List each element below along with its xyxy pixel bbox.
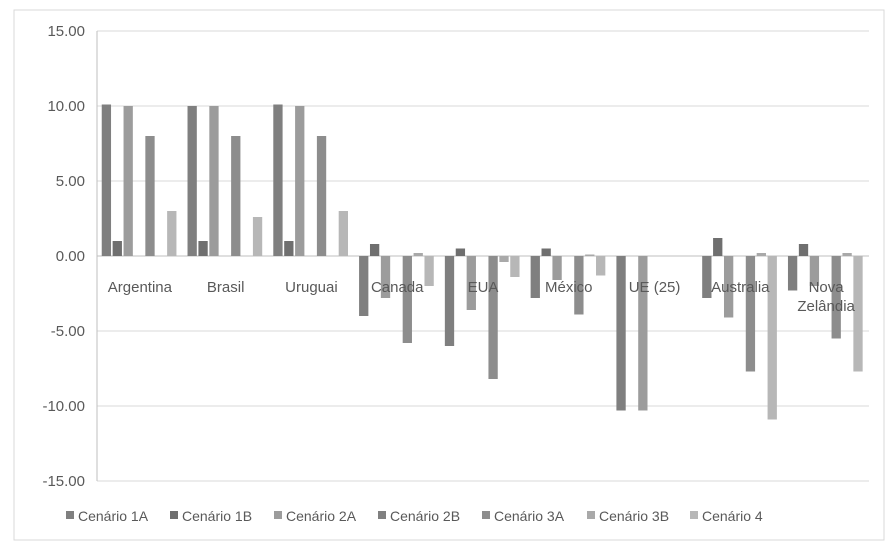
legend-label: Cenário 2B: [390, 508, 460, 524]
category-label-line: Canada: [371, 279, 424, 296]
bar: [187, 106, 197, 256]
bar: [638, 256, 648, 411]
bar: [444, 256, 455, 346]
bar: [488, 256, 498, 379]
bar: [616, 256, 626, 411]
category-label-line: Zelândia: [797, 298, 855, 315]
category-label-line: Australia: [711, 279, 770, 296]
category-label: Canada: [371, 279, 424, 296]
bar: [316, 136, 327, 256]
bar: [123, 106, 133, 256]
bar: [798, 244, 809, 256]
category-label: Australia: [711, 279, 770, 296]
y-tick-label: -15.00: [42, 473, 85, 490]
bar: [574, 256, 584, 315]
bar: [101, 104, 112, 256]
legend-swatch: [170, 511, 178, 519]
y-tick-label: 10.00: [47, 98, 85, 115]
bar: [455, 248, 466, 256]
bar: [596, 256, 606, 276]
category-label-line: EUA: [468, 279, 499, 296]
bar: [167, 211, 177, 256]
legend-swatch: [66, 511, 74, 519]
bar: [809, 256, 820, 286]
bar: [424, 256, 434, 286]
bar: [273, 104, 283, 256]
bar: [284, 241, 294, 256]
legend-label: Cenário 3A: [494, 508, 565, 524]
legend-label: Cenário 3B: [599, 508, 669, 524]
bar: [252, 217, 263, 256]
bar: [198, 241, 208, 256]
bar: [787, 256, 798, 291]
y-tick-label: -10.00: [42, 398, 85, 415]
bar: [359, 256, 369, 316]
y-tick-label: 0.00: [56, 248, 85, 265]
legend-label: Cenário 1A: [78, 508, 149, 524]
bar: [745, 256, 756, 372]
bar: [231, 136, 241, 256]
bar: [209, 106, 219, 256]
bar: [767, 256, 777, 420]
y-tick-label: 15.00: [47, 23, 85, 40]
bar: [702, 256, 712, 298]
bar: [723, 256, 734, 318]
category-label-line: Argentina: [108, 279, 173, 296]
category-label: México: [545, 279, 593, 296]
category-label: Brasil: [207, 279, 245, 296]
bar: [585, 254, 595, 256]
y-tick-label: -5.00: [51, 323, 85, 340]
category-label: Uruguai: [285, 279, 338, 296]
bar: [499, 256, 509, 262]
category-label: EUA: [468, 279, 499, 296]
bar: [369, 244, 380, 256]
category-label-line: UE (25): [629, 279, 681, 296]
chart-border: [13, 9, 885, 541]
bar: [842, 253, 852, 256]
category-label-line: Nova: [809, 279, 845, 296]
bar: [145, 136, 155, 256]
legend-swatch: [587, 511, 595, 519]
bar: [853, 256, 863, 372]
bar: [756, 253, 766, 256]
bar: [295, 106, 305, 256]
category-label-line: Brasil: [207, 279, 245, 296]
legend-label: Cenário 4: [702, 508, 763, 524]
legend-swatch: [482, 511, 490, 519]
legend-label: Cenário 2A: [286, 508, 357, 524]
bar: [831, 256, 841, 339]
bar: [112, 241, 122, 256]
bar: [713, 238, 723, 256]
bar: [466, 256, 476, 310]
bar: [413, 253, 423, 256]
category-label: UE (25): [629, 279, 681, 296]
bar: [530, 256, 540, 298]
legend-label: Cenário 1B: [182, 508, 252, 524]
bar: [380, 256, 391, 298]
bar: [541, 248, 551, 256]
category-label-line: México: [545, 279, 593, 296]
bar: [402, 256, 412, 343]
legend-swatch: [690, 511, 698, 519]
category-label: Argentina: [108, 279, 173, 296]
y-tick-label: 5.00: [56, 173, 85, 190]
bar: [510, 256, 520, 277]
category-label-line: Uruguai: [285, 279, 338, 296]
legend-swatch: [378, 511, 386, 519]
legend-swatch: [274, 511, 282, 519]
category-label: Nova Zelândia: [797, 279, 855, 315]
bar: [338, 211, 348, 256]
bar: [552, 256, 562, 280]
